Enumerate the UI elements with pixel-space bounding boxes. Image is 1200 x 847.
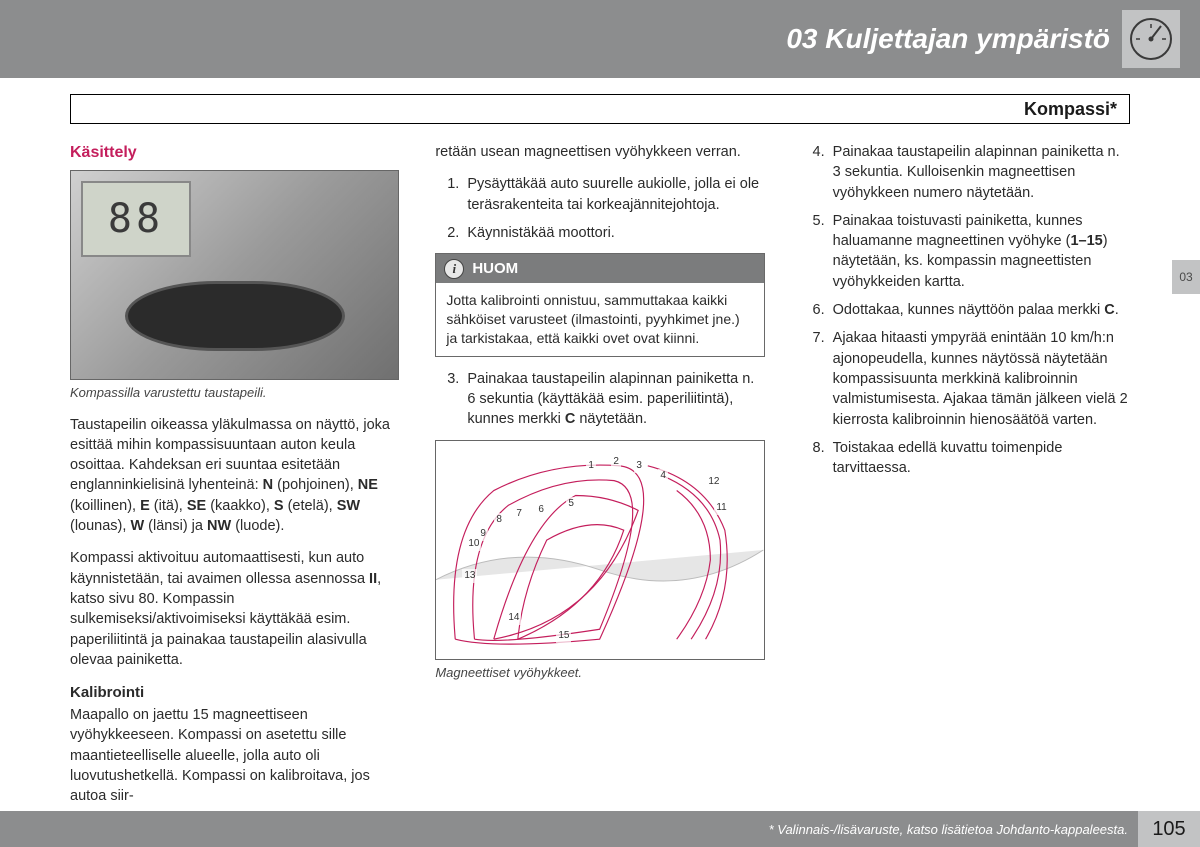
steps-3: Painakaa taustapeilin alapinnan painiket… — [435, 369, 764, 430]
para-calibration: Maapallo on jaettu 15 magneettiseen vyöh… — [70, 705, 399, 806]
section-bar: Kompassi* — [70, 94, 1130, 124]
caption-map: Magneettiset vyöhykkeet. — [435, 664, 764, 682]
caption-mirror: Kompassilla varustettu taustapeili. — [70, 384, 399, 402]
column-2: retään usean magneettisen vyöhykkeen ver… — [435, 142, 764, 787]
footer-band: * Valinnais-/lisävaruste, katso lisätiet… — [0, 811, 1200, 847]
page-number: 105 — [1138, 811, 1200, 847]
mirror-shape — [125, 281, 345, 351]
content-area: Käsittely 88 Kompassilla varustettu taus… — [70, 142, 1130, 787]
lcd-display: 88 — [81, 181, 191, 257]
heading-calibration: Kalibrointi — [70, 682, 399, 703]
section-title: Kompassi* — [1024, 99, 1117, 120]
chapter-title: 03 Kuljettajan ympäristö — [786, 23, 1110, 55]
side-tab: 03 — [1172, 260, 1200, 294]
step-5: Painakaa toistuvasti painiketta, kunnes … — [829, 211, 1130, 292]
step-2: Käynnistäkää moottori. — [463, 223, 764, 243]
para-directions: Taustapeilin oikeassa yläkulmassa on näy… — [70, 415, 399, 537]
note-label: HUOM — [472, 258, 518, 279]
step-4: Painakaa taustapeilin alapinnan painiket… — [829, 142, 1130, 203]
step-8: Toistakaa edellä kuvattu toimenpide tarv… — [829, 438, 1130, 479]
step-3: Painakaa taustapeilin alapinnan painiket… — [463, 369, 764, 430]
footer-note: * Valinnais-/lisävaruste, katso lisätiet… — [769, 822, 1138, 837]
note-body: Jotta kalibrointi onnistuu, sammuttakaa … — [436, 283, 763, 356]
para-cont: retään usean magneettisen vyöhykkeen ver… — [435, 142, 764, 162]
info-icon: i — [444, 259, 464, 279]
column-1: Käsittely 88 Kompassilla varustettu taus… — [70, 142, 399, 787]
note-header: i HUOM — [436, 254, 763, 283]
step-1: Pysäyttäkää auto suurelle aukiolle, joll… — [463, 174, 764, 215]
para-activation: Kompassi aktivoituu automaattisesti, kun… — [70, 548, 399, 670]
heading-handling: Käsittely — [70, 142, 399, 164]
steps-1-2: Pysäyttäkää auto suurelle aukiolle, joll… — [435, 174, 764, 243]
step-6: Odottakaa, kunnes näyttöön palaa merkki … — [829, 300, 1130, 320]
column-3: Painakaa taustapeilin alapinnan painiket… — [801, 142, 1130, 787]
magnetic-zones-map: 1 2 3 4 5 6 7 8 9 10 11 12 13 14 15 — [435, 440, 764, 660]
header-band: 03 Kuljettajan ympäristö — [0, 0, 1200, 78]
note-box: i HUOM Jotta kalibrointi onnistuu, sammu… — [435, 253, 764, 357]
mirror-image: 88 — [70, 170, 399, 380]
steps-4-8: Painakaa taustapeilin alapinnan painiket… — [801, 142, 1130, 478]
gauge-icon — [1122, 10, 1180, 68]
step-7: Ajakaa hitaasti ympyrää enintään 10 km/h… — [829, 328, 1130, 429]
